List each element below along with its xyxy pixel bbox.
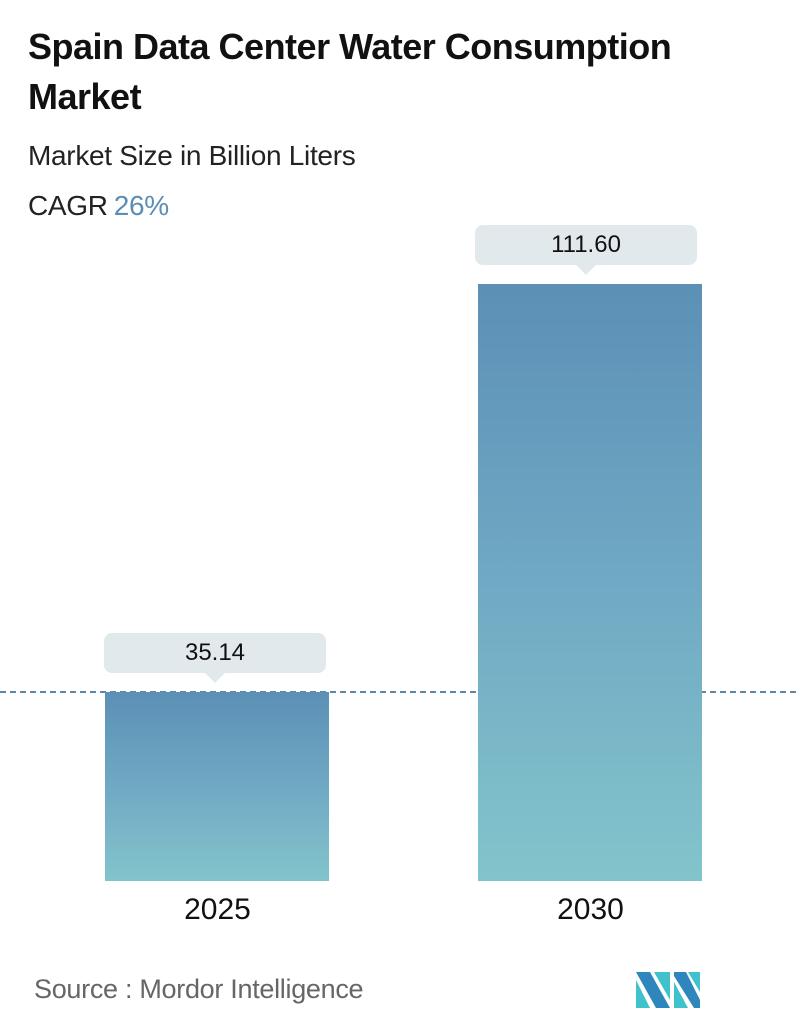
value-label-2025: 35.14 xyxy=(104,633,326,683)
cagr-label: CAGR xyxy=(28,190,108,221)
bar-2030 xyxy=(478,284,702,881)
bar-2025 xyxy=(105,692,329,881)
mordor-intelligence-logo-icon xyxy=(636,972,700,1008)
cagr-annotation: CAGR 26% xyxy=(28,186,169,226)
x-label-2025: 2025 xyxy=(184,893,251,926)
source-text: Source : Mordor Intelligence xyxy=(34,974,364,1004)
x-label-2030: 2030 xyxy=(557,893,624,926)
value-label-2030: 111.60 xyxy=(475,225,697,275)
baseline-dashed-line xyxy=(0,691,796,693)
chart-title: Spain Data Center Water Consumption Mark… xyxy=(28,26,672,117)
cagr-value: 26% xyxy=(113,190,169,221)
chart-subtitle: Market Size in Billion Liters xyxy=(28,140,356,171)
